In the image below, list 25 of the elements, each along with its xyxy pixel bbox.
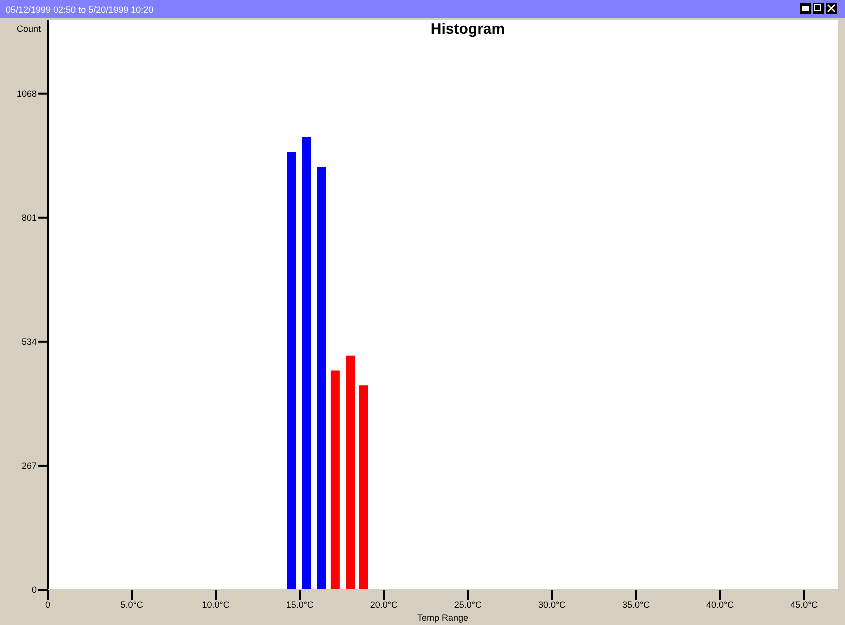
y-tick-label: 1068	[16, 88, 37, 99]
x-tick-label: 10.0°C	[202, 600, 230, 610]
bar	[330, 370, 340, 590]
x-tick-label: 40.0°C	[706, 600, 735, 610]
bar	[317, 167, 326, 590]
x-tick-label: 5.0°C	[120, 600, 144, 610]
x-tick-label: 20.0°C	[370, 600, 398, 610]
bar	[346, 356, 356, 590]
y-tick-label: 801	[22, 212, 37, 223]
x-axis-title: Temp Range	[417, 613, 469, 623]
bar	[287, 152, 296, 590]
x-tick-label: 35.0°C	[622, 600, 651, 610]
x-tick-label: 45.0°C	[790, 600, 819, 610]
bar	[360, 386, 368, 590]
text: 05/12/1999 02:50 to 5/20/1999 10:20	[6, 5, 154, 15]
y-tick-label: 534	[22, 336, 37, 347]
x-tick-label: 15.0°C	[286, 600, 314, 610]
x-tick-label: 30.0°C	[538, 600, 567, 610]
x-tick-label: 25.0°C	[454, 600, 483, 610]
y-tick-label: 267	[22, 460, 37, 471]
y-axis-title: Count	[16, 24, 42, 34]
chart-title: Histogram	[430, 21, 506, 38]
bar	[302, 137, 312, 590]
y-tick-label: 0	[32, 585, 37, 595]
x-tick-label: 0	[45, 600, 51, 610]
